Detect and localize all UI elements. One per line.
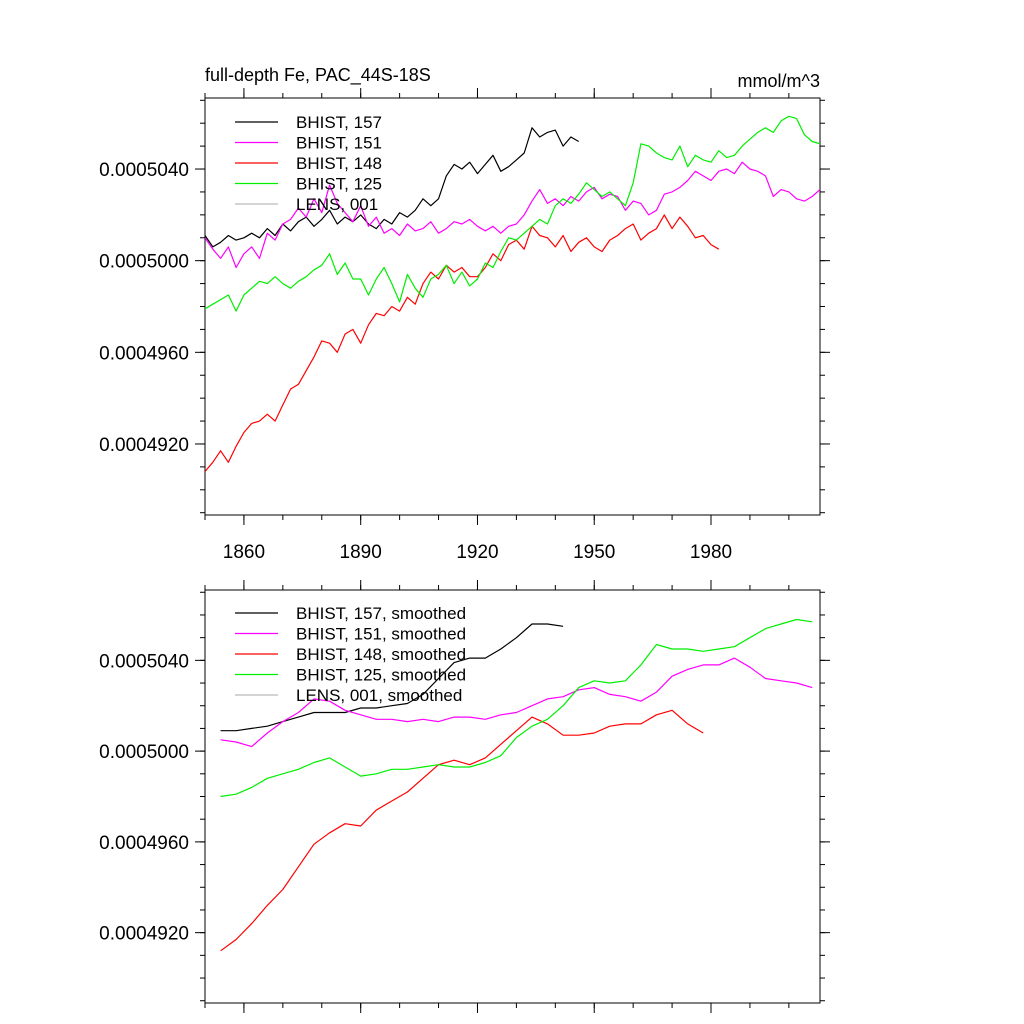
legend-label: BHIST, 125, smoothed bbox=[296, 666, 466, 685]
x-tick-label: 1890 bbox=[340, 542, 382, 563]
series-line-bhist-125-smoothed bbox=[220, 618, 813, 798]
y-tick-label: 0.0004920 bbox=[99, 924, 189, 945]
panel-2: 0.0004920 0.0004960 0.0005000 0.0005040 BHIS… bbox=[99, 580, 830, 1013]
legend-label: BHIST, 157, smoothed bbox=[296, 604, 466, 623]
y-tick-label: 0.0005000 bbox=[99, 252, 189, 273]
series-line-bhist-157 bbox=[205, 127, 579, 248]
legend-label: BHIST, 148 bbox=[296, 154, 382, 173]
legend-label: BHIST, 151 bbox=[296, 134, 382, 153]
legend-label: BHIST, 148, smoothed bbox=[296, 645, 466, 664]
y-tick-label: 0.0004920 bbox=[99, 435, 189, 456]
chart-title: full-depth Fe, PAC_44S-18S bbox=[205, 65, 431, 86]
x-tick-label: 1980 bbox=[690, 542, 732, 563]
y-tick-label: 0.0005000 bbox=[99, 742, 189, 763]
y-tick-label: 0.0004960 bbox=[99, 833, 189, 854]
series-line-bhist-151 bbox=[205, 161, 820, 269]
legend-label: BHIST, 151, smoothed bbox=[296, 625, 466, 644]
units-label: mmol/m^3 bbox=[738, 71, 820, 91]
y-tick-label: 0.0004960 bbox=[99, 343, 189, 364]
y-tick-label: 0.0005040 bbox=[99, 160, 189, 181]
legend-label: BHIST, 125 bbox=[296, 175, 382, 194]
x-tick-label: 1920 bbox=[456, 542, 498, 563]
x-tick-label: 1860 bbox=[223, 542, 265, 563]
series-line-bhist-148 bbox=[205, 214, 720, 472]
x-tick-label: 1950 bbox=[573, 542, 615, 563]
series-line-bhist-125 bbox=[205, 115, 820, 312]
series-line-bhist-157-smoothed bbox=[220, 623, 564, 732]
legend-label: LENS, 001 bbox=[296, 195, 378, 214]
series-line-bhist-151-smoothed bbox=[220, 657, 813, 748]
panel-1: 1860 1890 1920 1950 1980 0.0004920 0.0004960 0.… bbox=[99, 65, 830, 563]
y-tick-label: 0.0005040 bbox=[99, 651, 189, 672]
legend-label: LENS, 001, smoothed bbox=[296, 686, 462, 705]
series-line-bhist-148-smoothed bbox=[220, 709, 704, 952]
legend-label: BHIST, 157 bbox=[296, 113, 382, 132]
